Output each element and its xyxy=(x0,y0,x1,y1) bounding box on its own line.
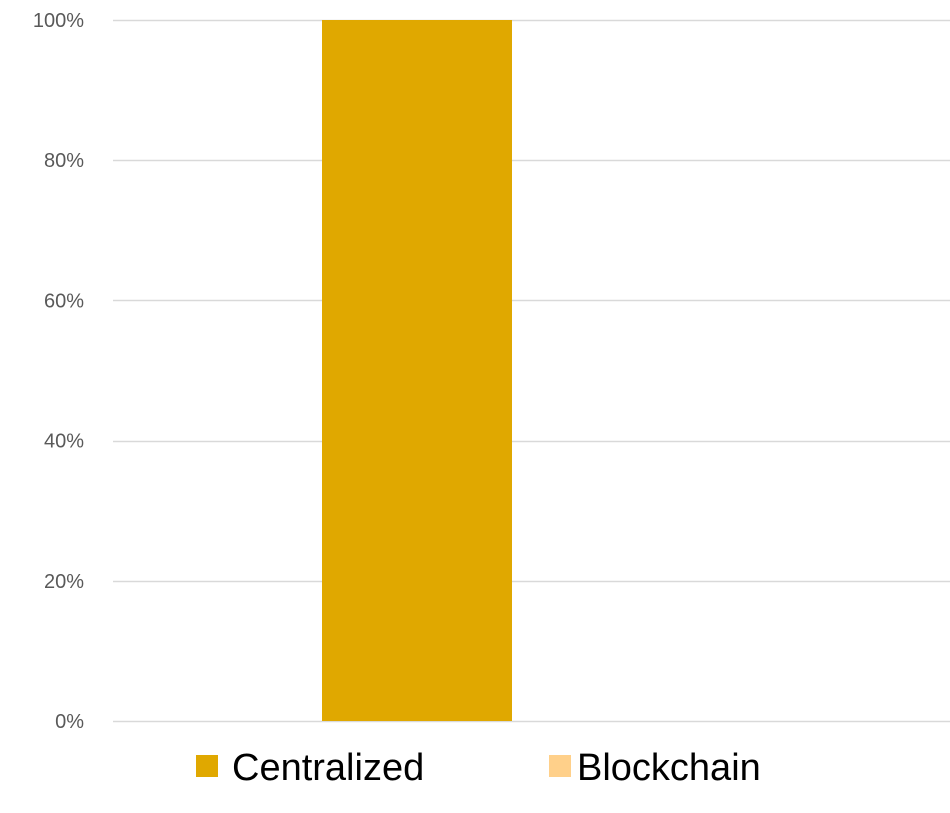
legend: Centralized Blockchain xyxy=(196,747,761,789)
bars xyxy=(322,20,512,721)
y-tick-label: 20% xyxy=(44,571,84,593)
y-axis: 0% 20% 40% 60% 80% 100% xyxy=(33,10,84,733)
y-tick-label: 0% xyxy=(55,711,84,733)
y-tick-label: 100% xyxy=(33,10,84,32)
y-tick-label: 80% xyxy=(44,150,84,172)
bar-centralized xyxy=(322,20,512,721)
gridlines xyxy=(113,19,950,723)
legend-swatch-blockchain xyxy=(549,755,571,777)
legend-swatch-centralized xyxy=(196,755,218,777)
y-tick-label: 60% xyxy=(44,290,84,312)
legend-label-blockchain: Blockchain xyxy=(577,747,761,789)
y-tick-label: 40% xyxy=(44,431,84,453)
legend-label-centralized: Centralized xyxy=(232,747,424,789)
